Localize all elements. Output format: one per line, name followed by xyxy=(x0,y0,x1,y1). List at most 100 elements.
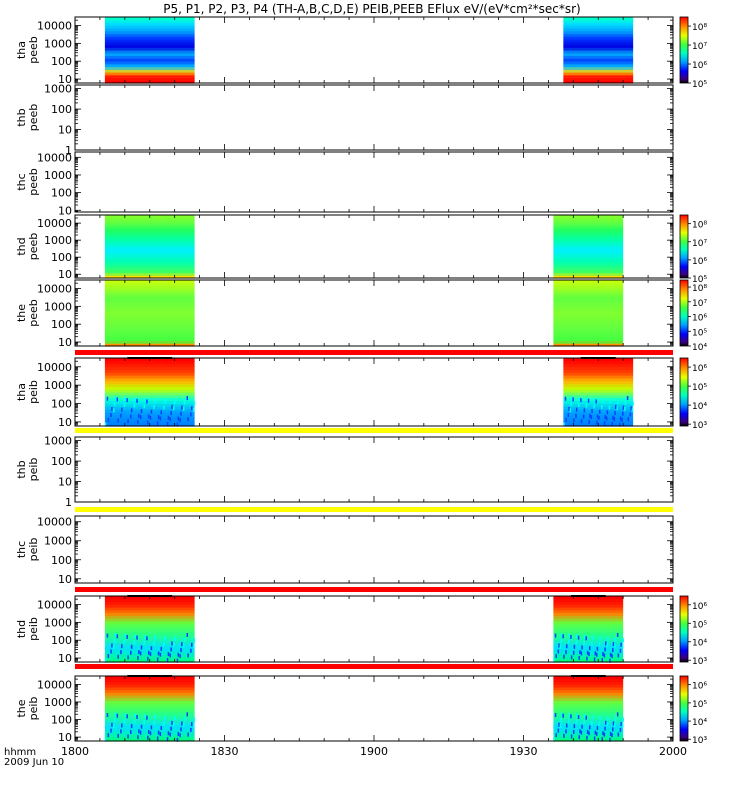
spectrogram-noise xyxy=(564,396,567,401)
spectrogram-noise xyxy=(183,637,186,642)
spectrogram-noise xyxy=(614,643,616,648)
spectrogram-band xyxy=(104,369,195,373)
spectrogram-noise xyxy=(126,398,128,403)
colorbar: 10⁴ 10⁵ 10⁶ 10⁷ 10⁸ xyxy=(679,279,707,353)
spectrogram-band xyxy=(104,30,195,35)
spectrogram-noise xyxy=(137,656,139,661)
spectrogram-band xyxy=(104,19,195,24)
spectrogram-band xyxy=(104,697,195,701)
spectrogram-band xyxy=(104,58,195,62)
spectrogram-noise xyxy=(554,633,557,638)
spectrogram-band xyxy=(104,335,195,339)
spectrogram-noise xyxy=(578,396,581,401)
spectrogram-band xyxy=(104,267,195,271)
y-axis-label-probe: thb xyxy=(15,460,28,478)
spectrogram-band xyxy=(104,703,195,707)
spectrogram-noise xyxy=(179,654,181,659)
spectrogram-band xyxy=(104,259,195,263)
spectrogram-band xyxy=(104,380,195,385)
spectrogram-band xyxy=(104,620,195,625)
spectrogram-band xyxy=(104,631,195,636)
spectrogram-block xyxy=(553,280,624,347)
spectrogram-band xyxy=(104,392,195,396)
spectrogram-noise xyxy=(573,644,576,649)
spectrogram-band xyxy=(563,383,634,387)
spectrogram-band xyxy=(553,656,624,660)
spectrogram-noise xyxy=(571,396,573,401)
spectrogram-noise xyxy=(578,735,581,740)
spectrogram-noise xyxy=(631,407,634,412)
spectrogram-noise xyxy=(555,733,557,738)
spectrogram-noise xyxy=(580,419,583,424)
spectrogram-noise xyxy=(562,713,564,718)
spectrogram-band xyxy=(553,257,624,261)
spectrogram-band xyxy=(553,694,624,699)
spectrogram-noise xyxy=(617,653,620,658)
panel-thc-peeb: 10 100 1000 10000 thc peeb xyxy=(15,151,674,217)
spectrogram-band xyxy=(563,77,634,81)
spectrogram-band xyxy=(563,409,634,413)
spectrogram-noise xyxy=(605,641,607,646)
spectrogram-band xyxy=(563,386,634,390)
spectrogram-noise xyxy=(171,641,173,646)
colorbar: 10³ 10⁴ 10⁵ 10⁶ xyxy=(679,595,707,667)
spectrogram-band xyxy=(553,282,624,287)
spectrogram-band xyxy=(104,77,195,81)
spectrogram-noise xyxy=(612,415,614,420)
spectrogram-band xyxy=(104,288,195,292)
y-tick-label: 1000 xyxy=(44,83,72,96)
spectrogram-noise xyxy=(143,640,145,645)
spectrogram-band xyxy=(104,52,195,57)
spectrogram-band xyxy=(104,727,195,731)
spectrogram-band xyxy=(104,228,195,232)
spectrogram-band xyxy=(563,372,634,376)
spectrogram-band xyxy=(104,722,195,726)
spectrogram-band xyxy=(553,618,624,622)
y-axis-label-product: peib xyxy=(27,380,40,404)
spectrogram-noise xyxy=(589,413,591,418)
spectrogram-noise xyxy=(588,731,590,736)
spectrogram-band xyxy=(104,700,195,704)
date-label: 2009 Jun 10 xyxy=(4,757,64,768)
spectrogram-noise xyxy=(116,634,119,639)
spectrogram-band xyxy=(104,310,195,314)
spectrogram-noise xyxy=(558,643,560,648)
spectrogram-band xyxy=(553,700,624,704)
spectrogram-noise xyxy=(150,646,153,651)
y-tick-label: 10 xyxy=(58,336,72,349)
spectrogram-noise xyxy=(153,404,155,409)
spectrogram-band xyxy=(563,33,634,37)
spectrogram-band xyxy=(553,724,624,729)
spectrogram-band xyxy=(104,264,195,269)
spectrogram-noise xyxy=(603,732,606,737)
spectrogram-band xyxy=(104,383,195,387)
y-tick-label: 10000 xyxy=(37,283,72,296)
spectrogram-noise xyxy=(578,402,580,407)
status-bar-red xyxy=(75,664,673,669)
spectrogram-block xyxy=(104,17,195,84)
spectrogram-band xyxy=(104,601,195,605)
spectrogram-band xyxy=(553,313,624,317)
spectrogram-noise xyxy=(555,654,557,659)
spectrogram-noise xyxy=(561,712,563,717)
spectrogram-noise xyxy=(593,736,596,741)
spectrogram-noise xyxy=(164,399,166,404)
spectrogram-noise xyxy=(137,735,139,740)
y-tick-label: 100 xyxy=(51,187,72,200)
colorbar-tick-label: 10³ xyxy=(692,736,707,746)
spectrogram-noise xyxy=(572,650,575,655)
spectrogram-band xyxy=(563,375,634,379)
spectrogram-band xyxy=(553,681,624,685)
spectrogram-noise xyxy=(106,713,109,718)
spectrogram-band xyxy=(104,44,195,48)
spectrogram-noise xyxy=(140,645,143,650)
spectrogram-noise xyxy=(144,714,146,719)
spectrogram-band xyxy=(563,411,634,416)
spectrogram-band xyxy=(104,241,195,245)
colorbar-tick-label: 10⁶ xyxy=(692,257,707,267)
spectrogram-noise xyxy=(572,729,575,734)
spectrogram-noise xyxy=(183,716,186,721)
spectrogram-block xyxy=(104,280,195,347)
spectrogram-noise xyxy=(159,731,162,736)
spectrogram-band xyxy=(104,716,195,720)
